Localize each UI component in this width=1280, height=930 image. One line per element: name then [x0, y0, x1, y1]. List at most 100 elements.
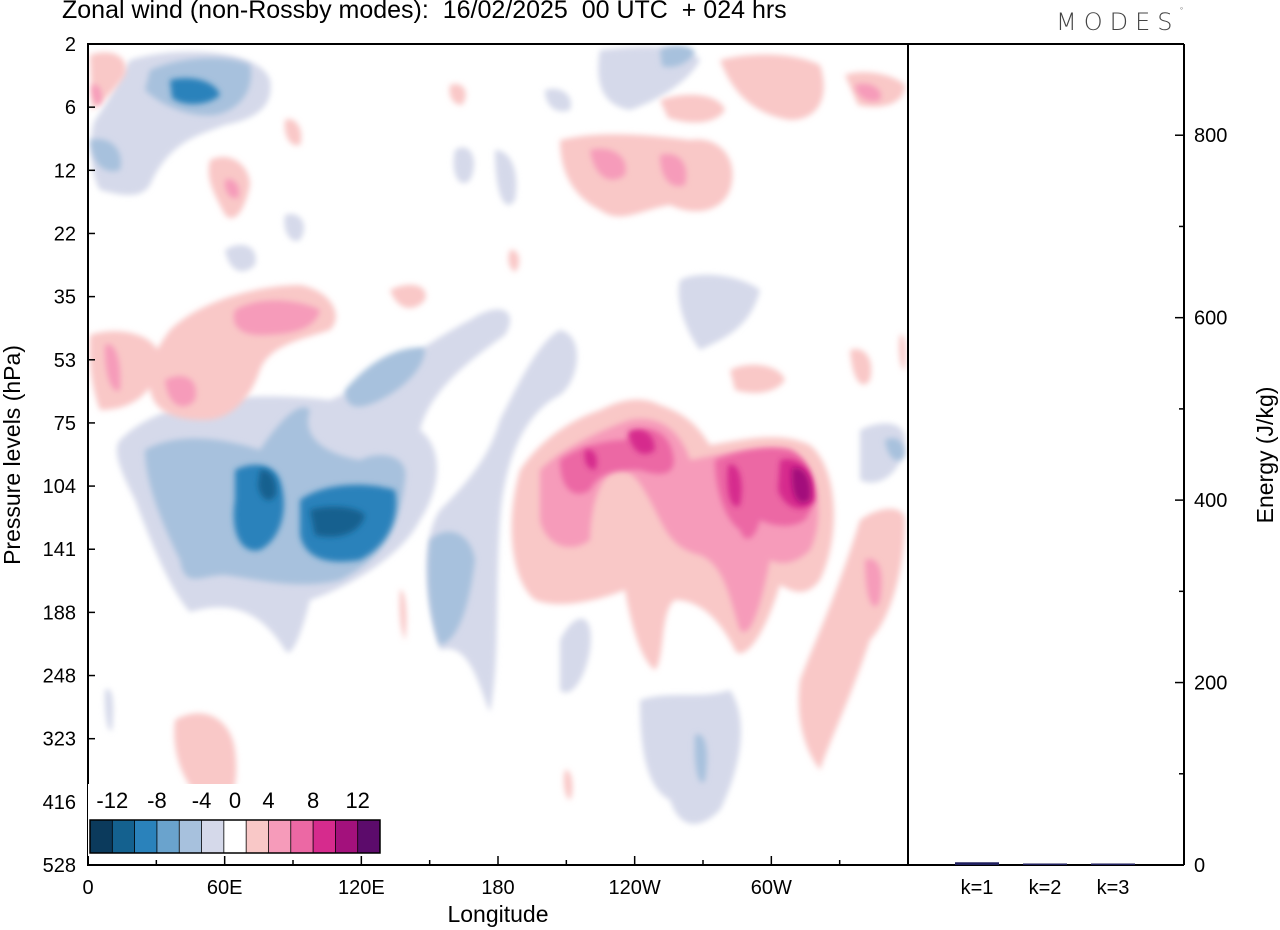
pos-region: [563, 769, 573, 800]
neg-core: [258, 469, 277, 501]
colorbar-swatch: [357, 820, 381, 853]
pos-region: [390, 284, 426, 309]
pos-region: [720, 54, 824, 120]
pressure-tick-label: 416: [43, 792, 76, 814]
energy-axis-label: Energy (J/kg): [1252, 387, 1278, 524]
neg-core: [310, 506, 365, 537]
neg-region: [284, 214, 305, 241]
chart-title: Zonal wind (non-Rossby modes): 16/02/202…: [62, 0, 787, 24]
neg-region: [885, 438, 905, 461]
energy-category-label: k=2: [1029, 877, 1062, 899]
pressure-tick-label: 12: [54, 160, 76, 182]
pressure-tick-label: 22: [54, 223, 76, 245]
pressure-tick-label: 53: [54, 350, 76, 372]
pos-core: [791, 467, 811, 503]
colorbar: -12 -8 -4 0 4 8 12: [88, 784, 382, 856]
energy-axis: 0 200 400 600 800: [1175, 43, 1227, 877]
pos-region: [660, 94, 725, 123]
energy-tick-label: 600: [1194, 308, 1227, 330]
pos-core: [727, 464, 742, 507]
neg-core: [170, 78, 220, 105]
colorbar-swatch: [313, 820, 336, 853]
pos-core: [584, 449, 597, 470]
longitude-axis: 0 60E 120E 180 120W 60W: [82, 856, 841, 899]
neg-region: [426, 330, 577, 712]
energy-category-label: k=3: [1097, 877, 1130, 899]
colorbar-label: 8: [307, 788, 319, 813]
neg-region: [453, 147, 475, 184]
zonal-wind-heatmap: [88, 44, 908, 865]
colorbar-swatch: [268, 820, 292, 853]
neg-region: [225, 245, 256, 272]
logo-text: MODES: [1056, 8, 1180, 36]
colorbar-frame: [89, 819, 381, 854]
longitude-tick-label: 60E: [207, 877, 243, 899]
energy-bar: [1023, 863, 1067, 865]
pressure-tick-label: 248: [43, 666, 76, 688]
pos-core: [628, 429, 655, 455]
pos-region: [233, 300, 320, 335]
neg-region: [694, 734, 707, 783]
pos-region: [449, 84, 466, 105]
colorbar-label: 4: [262, 788, 274, 813]
energy-category-label: k=1: [961, 877, 994, 899]
pressure-tick-label: 35: [54, 287, 76, 309]
pos-region: [224, 179, 240, 199]
colorbar-label: -12: [96, 788, 128, 813]
pressure-tick-label: 6: [65, 97, 76, 119]
energy-tick-label: 400: [1194, 490, 1227, 512]
energy-bar-chart: 0 200 400 600 800 k=1 k=2 k=3 Energy (J/kg): [907, 43, 1278, 899]
energy-bar: [955, 862, 999, 865]
pos-region: [174, 713, 237, 806]
neg-region: [560, 618, 591, 693]
pos-region: [104, 344, 121, 391]
colorbar-swatch: [223, 820, 247, 853]
pos-region: [508, 249, 520, 272]
longitude-tick-label: 0: [82, 877, 93, 899]
y-axis-label: Pressure levels (hPa): [0, 345, 25, 565]
neg-region: [678, 274, 760, 350]
neg-region: [660, 45, 695, 68]
colorbar-label: -8: [147, 788, 167, 813]
pos-region: [899, 334, 906, 370]
pos-region: [660, 154, 687, 187]
pressure-tick-label: 2: [65, 34, 76, 56]
contour-level-pos-14: [791, 467, 811, 503]
modes-logo: MODES°: [1056, 6, 1184, 36]
energy-tick-label: 0: [1194, 855, 1205, 877]
pos-region: [91, 84, 102, 105]
colorbar-swatch: [156, 820, 180, 853]
pressure-tick-label: 104: [43, 476, 76, 498]
pressure-tick-label: 323: [43, 729, 76, 751]
colorbar-swatch: [201, 820, 225, 853]
pressure-tick-label: 528: [43, 855, 76, 877]
longitude-tick-label: 120W: [609, 877, 661, 899]
colorbar-label: 12: [345, 788, 369, 813]
colorbar-label: 0: [229, 788, 241, 813]
energy-tick-label: 800: [1194, 125, 1227, 147]
pressure-tick-label: 188: [43, 602, 76, 624]
pressure-tick-label: 75: [54, 413, 76, 435]
neg-region: [90, 139, 121, 172]
pos-region: [399, 589, 407, 640]
pressure-axis: 2 6 12 22 35 53 75 104 141 188 248 323 416 528: [43, 34, 95, 877]
colorbar-swatch: [335, 820, 358, 853]
colorbar-swatch: [134, 820, 158, 853]
logo-mark: °: [1179, 6, 1184, 15]
colorbar-swatch: [112, 820, 135, 853]
neg-region: [545, 88, 571, 112]
pos-region: [284, 119, 302, 146]
longitude-tick-label: 120E: [338, 877, 385, 899]
pressure-tick-label: 141: [43, 539, 76, 561]
longitude-tick-label: 180: [481, 877, 514, 899]
energy-tick-label: 200: [1194, 673, 1227, 695]
colorbar-swatch: [246, 820, 269, 853]
energy-bars: k=1 k=2 k=3: [955, 862, 1135, 899]
pos-region: [850, 349, 872, 385]
contour-level-neg-10: [258, 469, 365, 537]
neg-region: [428, 531, 475, 645]
colorbar-swatch: [290, 820, 314, 853]
pos-region: [865, 559, 882, 607]
energy-bar: [1091, 863, 1135, 865]
